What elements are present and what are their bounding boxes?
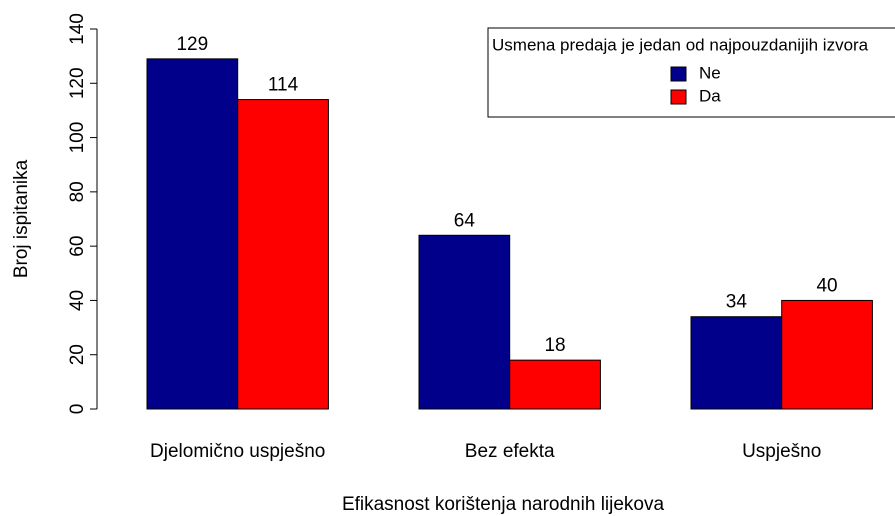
bar xyxy=(146,58,239,410)
x-axis-label: Efikasnost korištenja narodnih lijekova xyxy=(342,494,665,515)
y-tick-label: 0 xyxy=(67,404,88,415)
bar xyxy=(418,234,511,410)
value-label: 18 xyxy=(544,335,565,356)
y-tick-label: 140 xyxy=(67,13,88,45)
x-tick-label: Uspješno xyxy=(742,441,821,462)
y-tick-label: 20 xyxy=(67,344,88,365)
y-tick-label: 100 xyxy=(67,122,88,154)
y-tick-label: 120 xyxy=(67,67,88,99)
bar xyxy=(509,359,601,410)
y-tick-label: 80 xyxy=(67,181,88,202)
value-label: 114 xyxy=(268,75,299,96)
x-tick-label: Djelomično uspješno xyxy=(150,441,325,462)
value-label: 40 xyxy=(816,275,837,296)
legend-title: Usmena predaja je jedan od najpouzdaniji… xyxy=(492,35,869,54)
value-label: 129 xyxy=(176,34,208,55)
y-tick-label: 60 xyxy=(67,236,88,257)
y-axis-label: Broj ispitanika xyxy=(11,159,32,278)
bar xyxy=(237,99,329,410)
legend-label: Ne xyxy=(699,63,721,82)
value-label: 64 xyxy=(454,210,476,231)
legend-swatch xyxy=(670,89,687,105)
y-tick-label: 40 xyxy=(67,290,88,311)
x-tick-label: Bez efekta xyxy=(465,441,555,462)
legend-label: Da xyxy=(699,86,721,105)
value-label: 34 xyxy=(726,292,748,313)
legend-box xyxy=(487,27,895,118)
bar xyxy=(781,299,873,410)
legend-swatch xyxy=(670,66,687,82)
bar xyxy=(690,316,783,410)
